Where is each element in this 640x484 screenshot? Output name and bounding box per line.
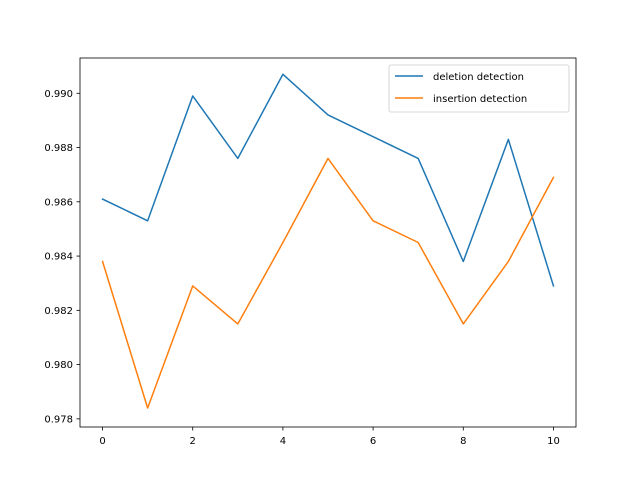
x-tick-label: 2: [190, 436, 196, 447]
legend-box: [388, 64, 570, 113]
y-tick-label: 0.988: [44, 143, 73, 154]
legend-label-0: deletion detection: [433, 72, 524, 83]
x-tick-label: 0: [99, 436, 105, 447]
y-tick-label: 0.978: [44, 414, 73, 425]
legend: deletion detection insertion detection: [388, 64, 570, 113]
x-tick-label: 4: [280, 436, 286, 447]
axes: 0 2 4 6 8 10 0.978 0.980 0.982 0.984 0.986 0.988 0.9…: [44, 57, 577, 447]
y-tick-label: 0.984: [44, 252, 73, 263]
x-tick-label: 8: [460, 436, 466, 447]
axes-frame: [79, 57, 577, 428]
series-line-1: [101, 157, 555, 409]
y-tick-label: 0.980: [44, 360, 73, 371]
legend-label-1: insertion detection: [433, 94, 527, 105]
y-tick-label: 0.982: [44, 306, 73, 317]
y-tick-label: 0.990: [44, 89, 73, 100]
x-tick-label: 6: [370, 436, 376, 447]
plot-area: [101, 73, 555, 409]
series-line-0: [101, 73, 555, 287]
y-tick-label: 0.986: [44, 197, 73, 208]
x-tick-label: 10: [547, 436, 560, 447]
